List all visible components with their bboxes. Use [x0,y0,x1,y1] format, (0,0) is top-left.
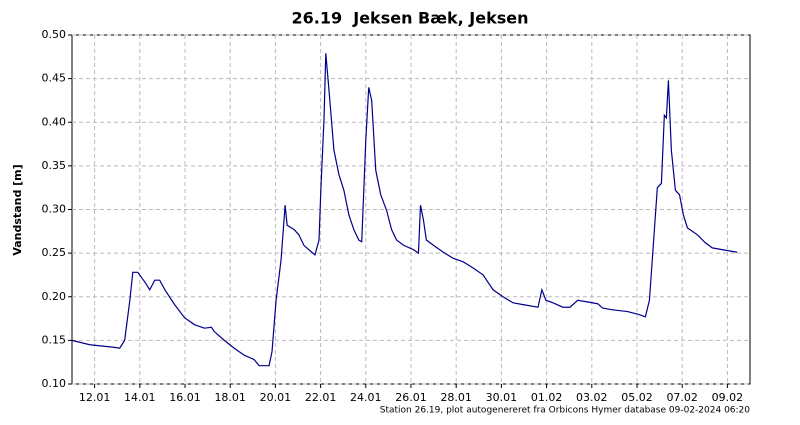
x-tick-label: 18.01 [214,391,246,404]
x-tick-label: 14.01 [124,391,156,404]
x-tick-label: 28.01 [440,391,472,404]
x-tick-label: 07.02 [666,391,698,404]
x-tick-label: 12.01 [79,391,111,404]
x-tick-label: 09.02 [712,391,744,404]
x-tick-label: 16.01 [169,391,201,404]
x-tick-label: 24.01 [350,391,382,404]
y-tick-label: 0.35 [42,159,67,172]
y-tick-label: 0.20 [42,290,67,303]
data-line [71,53,738,367]
y-tick-label: 0.45 [42,72,67,85]
x-tick-label: 30.01 [486,391,518,404]
x-tick-label: 26.01 [395,391,427,404]
x-tick-label: 03.02 [576,391,608,404]
footnote: Station 26.19, plot autogenereret fra Or… [380,406,751,416]
y-tick-label: 0.50 [42,28,67,41]
y-tick-label: 0.15 [42,333,67,346]
y-tick-label: 0.30 [42,203,67,216]
y-axis-label: Vandstand [m] [11,164,24,255]
y-tick-label: 0.10 [42,377,67,390]
chart-title: 26.19 Jeksen Bæk, Jeksen [292,9,529,28]
y-tick-label: 0.25 [42,246,67,259]
x-tick-label: 01.02 [531,391,563,404]
y-tick-label: 0.40 [42,115,67,128]
x-tick-label: 05.02 [621,391,653,404]
x-tick-label: 20.01 [260,391,292,404]
x-tick-label: 22.01 [305,391,337,404]
